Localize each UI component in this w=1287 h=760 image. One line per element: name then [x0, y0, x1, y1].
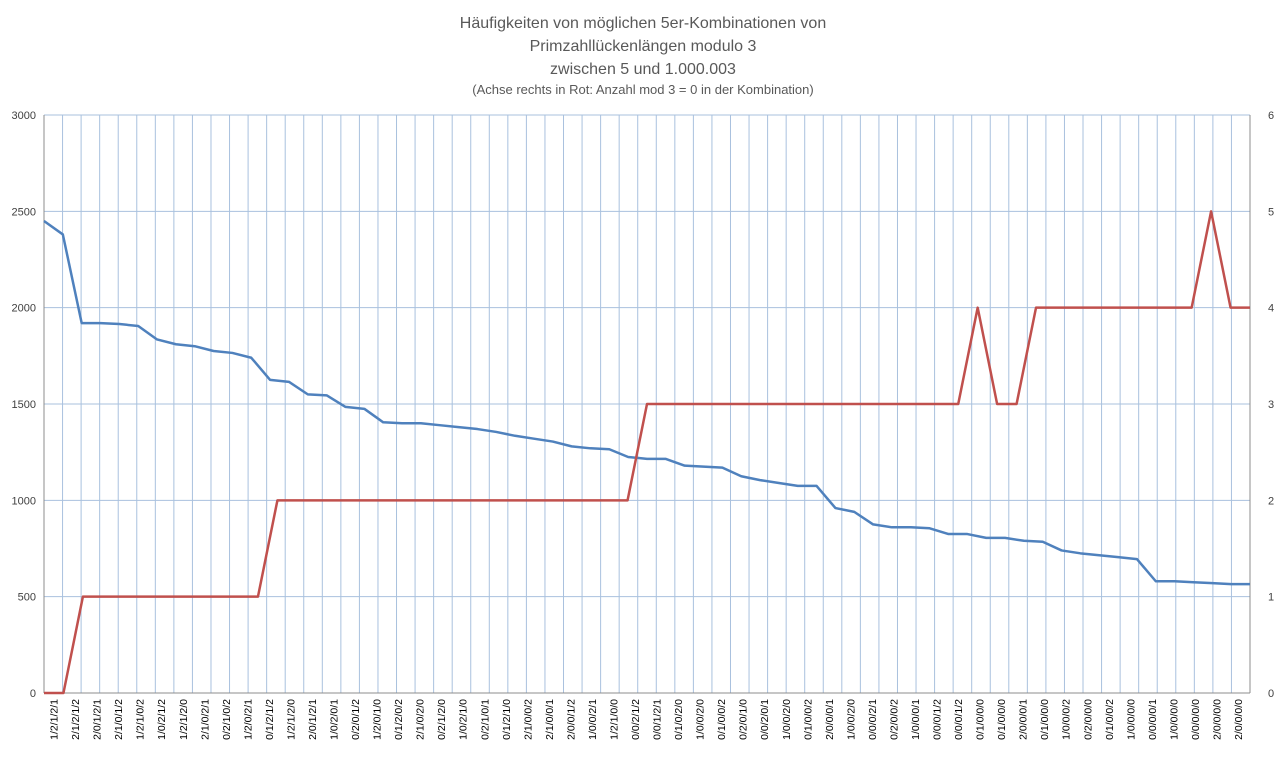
x-tick-label: 0/1/2/1/0	[501, 699, 513, 740]
x-tick-label: 0/1/2/1/2	[264, 699, 276, 740]
x-tick-label: 0/2/0/1/0	[738, 699, 750, 740]
x-tick-label: 0/1/0/0/0	[975, 699, 987, 740]
x-tick-label: 1/2/1/2/0	[285, 699, 297, 740]
x-tick-label: 1/0/0/2/0	[781, 699, 793, 740]
x-tick-label: 2/1/0/0/1	[544, 699, 556, 740]
x-tick-label: 0/0/0/2/1	[867, 699, 879, 740]
x-tick-label: 0/1/0/2/0	[673, 699, 685, 740]
x-tick-label: 2/0/0/0/1	[824, 699, 836, 740]
y-tick-label: 3000	[12, 110, 36, 122]
y-tick-label: 2000	[12, 303, 36, 315]
x-tick-label: 2/1/0/1/2	[113, 699, 125, 740]
x-tick-label: 1/0/0/0/2	[1061, 699, 1073, 740]
left-axis-ticks: 0 500 1000 1500 2000 2500 3000	[12, 110, 36, 700]
x-axis-ticks: 1/2/1/2/1 2/1/2/1/2 2/0/1/2/1 2/1/0/1/2 1/2/…	[49, 699, 1245, 740]
x-tick-label: 2/1/0/0/2	[522, 699, 534, 740]
x-tick-label: 0/2/1/0/2	[221, 699, 233, 740]
y2-tick-label: 0	[1268, 688, 1274, 700]
x-tick-label: 1/2/1/2/0	[178, 699, 190, 740]
x-tick-label: 0/2/0/0/2	[888, 699, 900, 740]
x-tick-label: 0/0/0/1/2	[932, 699, 944, 740]
x-tick-label: 0/2/1/2/0	[436, 699, 448, 740]
x-tick-label: 0/0/0/0/1	[1147, 699, 1159, 740]
x-tick-label: 0/1/2/0/2	[393, 699, 405, 740]
x-tick-label: 0/1/0/0/2	[1104, 699, 1116, 740]
y-tick-label: 1500	[12, 399, 36, 411]
axes	[43, 115, 1251, 694]
y-tick-label: 0	[30, 688, 36, 700]
y-tick-label: 500	[18, 592, 36, 604]
x-tick-label: 2/1/0/2/0	[415, 699, 427, 740]
x-tick-label: 1/0/0/0/0	[1168, 699, 1180, 740]
chart-subtitle: (Achse rechts in Rot: Anzahl mod 3 = 0 i…	[472, 82, 813, 97]
x-tick-label: 1/2/1/0/0	[608, 699, 620, 740]
x-tick-label: 0/1/0/0/0	[1039, 699, 1051, 740]
y-tick-label: 2500	[12, 206, 36, 218]
x-tick-label: 2/1/2/1/2	[70, 699, 82, 740]
x-tick-label: 1/0/0/2/0	[695, 699, 707, 740]
y-tick-label: 1000	[12, 495, 36, 507]
series-lines	[43, 210, 1250, 695]
x-tick-label: 1/2/1/0/2	[135, 699, 147, 740]
y2-tick-label: 2	[1268, 495, 1274, 507]
x-tick-label: 1/0/2/1/0	[458, 699, 470, 740]
x-tick-label: 0/2/0/1/2	[350, 699, 362, 740]
y2-tick-label: 5	[1268, 206, 1274, 218]
x-tick-label: 0/2/1/0/1	[479, 699, 491, 740]
x-tick-label: 1/0/0/0/1	[910, 699, 922, 740]
x-tick-label: 2/0/0/0/1	[1018, 699, 1030, 740]
x-tick-label: 0/1/0/0/0	[996, 699, 1008, 740]
right-axis-ticks: 0 1 2 3 4 5 6	[1268, 110, 1274, 700]
series-line-counts	[43, 219, 1250, 586]
x-tick-label: 0/1/0/0/2	[802, 699, 814, 740]
chart-title-line3: zwischen 5 und 1.000.003	[550, 61, 736, 78]
x-tick-label: 0/0/0/0/0	[1190, 699, 1202, 740]
x-tick-label: 1/0/0/2/0	[845, 699, 857, 740]
x-tick-label: 1/0/2/0/1	[329, 699, 341, 740]
series-line-mod3	[44, 210, 1250, 695]
x-tick-label: 1/0/2/1/2	[156, 699, 168, 740]
x-tick-label: 2/0/0/1/2	[565, 699, 577, 740]
y2-tick-label: 4	[1268, 303, 1274, 315]
x-tick-label: 0/0/2/0/1	[759, 699, 771, 740]
x-tick-label: 1/0/0/2/1	[587, 699, 599, 740]
x-tick-label: 1/2/1/2/1	[49, 699, 61, 740]
x-tick-label: 0/0/0/1/2	[953, 699, 965, 740]
x-tick-label: 2/0/0/0/0	[1233, 699, 1245, 740]
y2-tick-label: 1	[1268, 592, 1274, 604]
x-tick-label: 0/0/1/2/1	[652, 699, 664, 740]
x-tick-label: 1/2/0/2/1	[242, 699, 254, 740]
x-tick-label: 0/1/0/0/2	[716, 699, 728, 740]
x-tick-label: 2/0/1/2/1	[92, 699, 104, 740]
x-tick-label: 0/2/0/0/0	[1082, 699, 1094, 740]
x-tick-label: 1/0/0/0/0	[1125, 699, 1137, 740]
x-tick-label: 2/1/0/2/1	[199, 699, 211, 740]
x-tick-label: 1/2/0/1/0	[372, 699, 384, 740]
chart-title: Häufigkeiten von möglichen 5er-Kombinati…	[460, 15, 826, 32]
y2-tick-label: 6	[1268, 110, 1274, 122]
x-tick-label: 2/0/1/2/1	[307, 699, 319, 740]
x-tick-label: 0/0/2/1/2	[630, 699, 642, 740]
y2-tick-label: 3	[1268, 399, 1274, 411]
x-tick-label: 2/0/0/0/0	[1211, 699, 1223, 740]
chart-title-line2: Primzahllückenlängen modulo 3	[530, 38, 757, 55]
